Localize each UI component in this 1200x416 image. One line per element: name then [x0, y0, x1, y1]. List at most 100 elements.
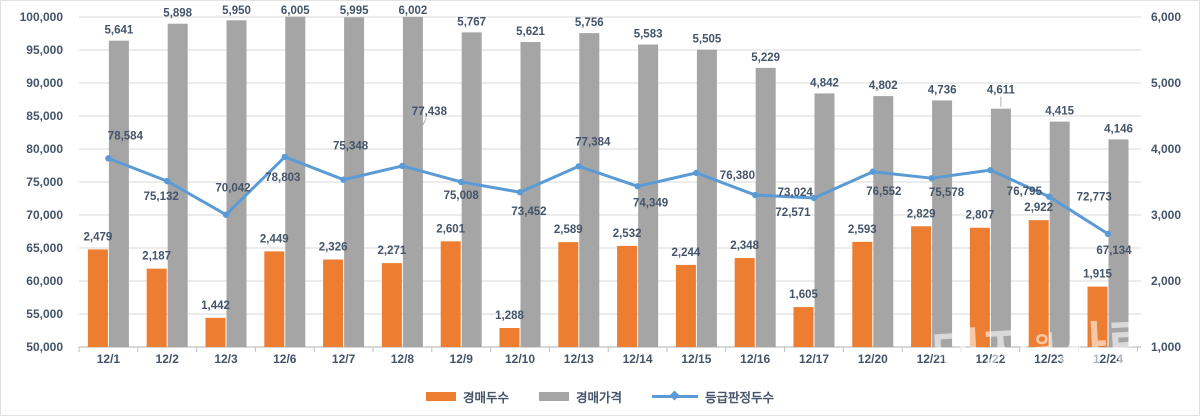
auction-price-bar: [873, 96, 894, 348]
left-axis-tick-label: 90,000: [26, 76, 63, 90]
auction-price-bar-label: 4,736: [928, 84, 957, 96]
auction-count-bar: [87, 249, 108, 347]
auction-price-bar: [638, 44, 659, 347]
grade-count-marker: [1046, 193, 1053, 200]
left-axis-tick-label: 60,000: [26, 274, 63, 288]
auction-count-bar: [617, 245, 638, 347]
auction-price-bar-label: 5,756: [575, 17, 604, 29]
legend-item-grade-count: 등급판정두수: [652, 387, 774, 406]
grade-count-marker: [516, 189, 524, 196]
auction-price-bar: [990, 108, 1011, 347]
x-category-label: 12/2: [156, 352, 180, 366]
grade-count-marker: [693, 169, 700, 177]
auction-count-bar-label: 2,807: [966, 210, 995, 222]
label-leader-line: [403, 117, 427, 163]
auction-price-bar: [344, 17, 365, 348]
auction-count-bar-label: 1,605: [789, 289, 818, 301]
auction-count-bar-label: 1,442: [201, 300, 230, 312]
auction-count-bar-label: 2,326: [319, 241, 348, 253]
auction-price-bar: [520, 42, 541, 347]
auction-price-bar-label: 4,415: [1045, 106, 1074, 118]
auction-count-bar-label: 1,288: [495, 310, 524, 322]
auction-price-bar-label: 5,621: [516, 26, 545, 38]
auction-count-bar: [440, 241, 461, 347]
auction-count-bar: [146, 268, 167, 347]
grade-count-marker: [340, 176, 347, 183]
left-axis-tick-label: 80,000: [26, 142, 63, 156]
chart-legend: 경매두수 경매가격 등급판정두수: [1, 385, 1199, 407]
grade-count-point-label: 67,134: [1096, 245, 1132, 257]
legend-item-auction-price: 경매가격: [538, 387, 622, 406]
x-category-label: 12/22: [975, 352, 1005, 366]
grade-count-line: [106, 155, 1110, 236]
left-axis-tick-label: 65,000: [26, 241, 63, 255]
auction-count-bar-label: 2,348: [730, 240, 759, 252]
grade-count-point-label: 77,384: [575, 136, 611, 148]
grade-count-marker: [105, 155, 112, 162]
auction-price-bar: [461, 32, 482, 348]
auction-price-bar: [285, 16, 306, 347]
auction-count-bar-label: 2,589: [554, 224, 583, 236]
grade-count-marker: [987, 166, 994, 174]
auction-price-bar-label: 5,995: [340, 5, 369, 17]
grade-count-marker: [752, 191, 759, 199]
auction-count-bar: [675, 264, 696, 347]
x-category-label: 12/16: [740, 352, 770, 366]
grade-count-point-label: 78,803: [265, 172, 300, 184]
x-category-label: 12/14: [623, 352, 653, 366]
grade-count-marker: [810, 194, 818, 202]
grade-count-point-label: 72,773: [1077, 192, 1112, 204]
auction-price-bar: [932, 100, 953, 347]
legend-label-grade-count: 등급판정두수: [705, 390, 775, 405]
auction-count-bar-label: 2,271: [378, 245, 407, 257]
legend-diamond-marker-icon: [669, 390, 680, 401]
auction-count-bar: [264, 251, 285, 347]
right-axis-tick-label: 2,000: [1151, 274, 1181, 288]
x-category-label: 12/23: [1034, 352, 1064, 366]
right-axis-tick-label: 1,000: [1151, 340, 1181, 354]
legend-swatch-orange-bar: [425, 391, 456, 401]
auction-count-bar: [1087, 286, 1108, 347]
right-axis-tick-label: 4,000: [1151, 142, 1181, 156]
grade-count-point-label: 73,024: [778, 187, 814, 199]
auction-count-bar: [734, 258, 755, 347]
auction-price-bar-label: 5,641: [105, 25, 134, 37]
auction-count-bar: [911, 226, 932, 347]
legend-swatch-blue-line: [652, 390, 698, 401]
combo-chart-plot: 50,000 55,000 60,000 65,000 70,000 75,000 80,0…: [20, 5, 1182, 366]
x-category-label: 12/3: [214, 352, 238, 366]
x-category-label: 12/9: [450, 352, 474, 366]
auction-price-bar-label: 5,767: [457, 16, 486, 28]
auction-price-bar: [1049, 121, 1070, 347]
left-axis-tick-label: 70,000: [26, 208, 63, 222]
legend-label-auction-count: 경매두수: [462, 390, 509, 405]
auction-count-bar-label: 2,244: [672, 247, 701, 259]
grade-count-point-label: 76,380: [720, 170, 755, 182]
legend-label-auction-price: 경매가격: [575, 390, 622, 405]
auction-price-bar: [226, 20, 247, 348]
auction-price-bar: [1108, 139, 1129, 347]
left-axis-tick-label: 85,000: [26, 109, 63, 123]
grade-count-point-label: 75,008: [444, 190, 480, 202]
grade-count-point-label: 75,132: [144, 191, 179, 203]
auction-count-bar: [852, 241, 873, 347]
left-axis-tick-label: 95,000: [26, 43, 63, 57]
x-category-label: 12/15: [681, 352, 711, 366]
grade-count-marker: [1104, 230, 1112, 238]
grade-count-point-label: 75,578: [929, 187, 965, 199]
grade-count-marker: [222, 211, 230, 218]
grade-count-marker: [928, 174, 935, 182]
auction-count-bar-label: 2,593: [848, 224, 877, 236]
auction-count-bar-label: 2,922: [1024, 202, 1053, 214]
auction-count-bar: [1028, 220, 1049, 347]
auction-count-bar-label: 2,532: [613, 228, 642, 240]
grade-count-marker: [634, 183, 641, 190]
auction-price-bar-label: 5,229: [751, 52, 780, 64]
auction-count-bar: [499, 327, 520, 347]
auction-count-bar: [381, 263, 402, 347]
auction-price-bar-label: 4,842: [810, 77, 839, 89]
grade-count-point-label: 70,042: [215, 183, 250, 195]
auction-price-bar-label: 5,583: [634, 29, 663, 41]
left-axis-tick-label: 55,000: [26, 307, 63, 321]
grade-count-point-label: 75,348: [333, 141, 369, 153]
